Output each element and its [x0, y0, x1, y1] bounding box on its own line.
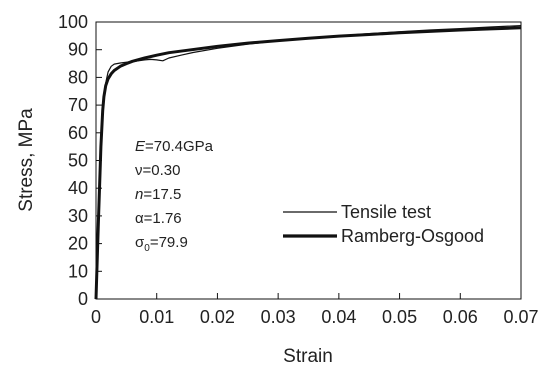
series-line-ramberg-osgood [94, 26, 522, 300]
param-yield-sub: 0 [144, 243, 150, 254]
y-tick-label: 90 [68, 40, 88, 60]
param-modulus: E=70.4GPa [135, 138, 214, 155]
param-alpha: α=1.76 [135, 210, 182, 227]
y-tick-label: 80 [68, 67, 88, 87]
y-axis-label: Stress, MPa [16, 108, 37, 212]
param-yield-value: =79.9 [150, 234, 188, 251]
legend: Tensile test Ramberg-Osgood [283, 202, 484, 246]
material-parameters: E=70.4GPa ν=0.30 n=17.5 α=1.76 σ0=79.9 [135, 138, 214, 254]
y-tick-label: 40 [68, 178, 88, 198]
x-axis-label: Strain [283, 346, 333, 367]
x-tick-label: 0.02 [200, 307, 235, 327]
x-axis-ticks: 0 0.01 0.02 0.03 0.04 0.05 0.06 0.07 [91, 293, 539, 327]
legend-label-tensile: Tensile test [341, 202, 431, 222]
param-modulus-value: =70.4GPa [145, 138, 214, 155]
param-exponent-symbol: n [135, 186, 143, 203]
x-tick-label: 0 [91, 307, 101, 327]
y-tick-label: 0 [78, 289, 88, 309]
y-axis-ticks: 0 10 20 30 40 50 60 70 80 90 100 [58, 12, 102, 309]
param-yield: σ0=79.9 [135, 234, 188, 254]
x-tick-label: 0.03 [261, 307, 296, 327]
y-tick-label: 70 [68, 95, 88, 115]
x-tick-label: 0.07 [503, 307, 538, 327]
y-tick-label: 20 [68, 234, 88, 254]
param-modulus-symbol: E [135, 138, 146, 155]
y-tick-label: 50 [68, 151, 88, 171]
param-yield-symbol: σ [135, 234, 145, 251]
series-lines [94, 25, 522, 300]
x-tick-label: 0.01 [139, 307, 174, 327]
x-tick-label: 0.04 [321, 307, 356, 327]
param-exponent: n=17.5 [135, 186, 181, 203]
y-tick-label: 10 [68, 261, 88, 281]
x-tick-label: 0.05 [382, 307, 417, 327]
x-tick-label: 0.06 [443, 307, 478, 327]
plot-area-frame [95, 21, 522, 300]
param-poisson: ν=0.30 [135, 162, 180, 179]
y-tick-label: 30 [68, 206, 88, 226]
y-tick-label: 60 [68, 123, 88, 143]
param-exponent-value: =17.5 [143, 186, 181, 203]
y-tick-label: 100 [58, 12, 88, 32]
legend-label-ramberg: Ramberg-Osgood [341, 226, 484, 246]
